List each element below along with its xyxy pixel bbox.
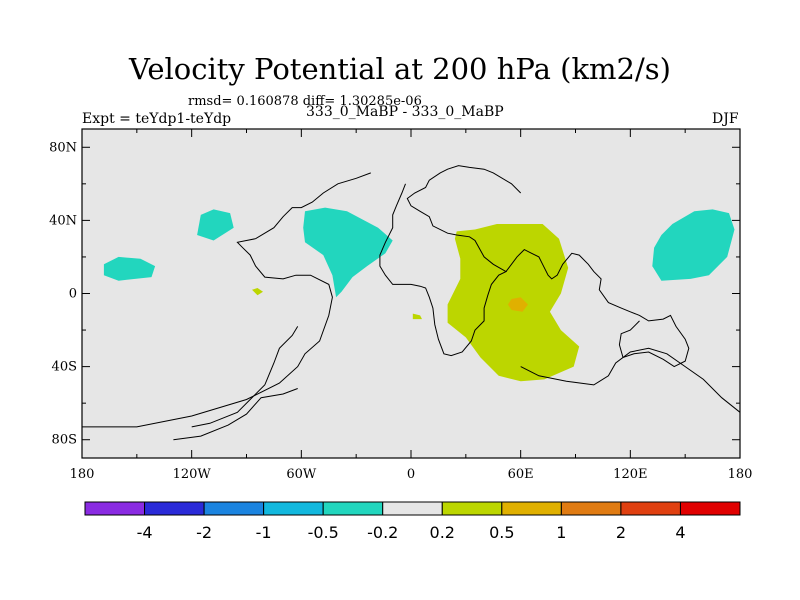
colorbar-label: 2: [616, 523, 626, 542]
colorbar-label: -2: [196, 523, 212, 542]
y-tick-label: 0: [69, 287, 77, 302]
coast-africa-europe: [379, 165, 522, 357]
chart-title: Velocity Potential at 200 hPa (km2/s): [129, 52, 671, 86]
colorbar-swatch: [382, 501, 443, 516]
colorbar-label: 0.2: [430, 523, 455, 542]
x-tick-label: 0: [407, 467, 415, 482]
contour-region-green-south-america: [252, 288, 263, 296]
contour-region-teal-north-pacific: [103, 256, 156, 281]
colorbar-swatch: [263, 501, 324, 516]
y-tick-label: 80N: [49, 140, 77, 155]
colorbar-swatch: [560, 501, 622, 516]
coast-antarctic-east: [520, 347, 741, 413]
colorbar-swatch: [322, 501, 384, 516]
experiment-label: Expt = teYdp1-teYdp: [82, 111, 232, 127]
colorbar-swatch: [620, 501, 681, 516]
contour-region-orange-center: [507, 297, 528, 312]
coast-asia: [505, 248, 690, 368]
colorbar-label: 0.5: [489, 523, 514, 542]
contour-region-teal-atlantic: [303, 207, 393, 298]
colorbar-swatch: [441, 501, 503, 516]
colorbar-label: -0.5: [308, 523, 339, 542]
plot-background: [82, 129, 740, 458]
y-tick-label: 80S: [52, 433, 77, 448]
colorbar-label: -0.2: [367, 523, 398, 542]
coast-south-america-inner: [191, 326, 299, 428]
x-tick-label: 120W: [173, 467, 212, 482]
colorbar-swatch: [84, 501, 146, 516]
cases-label: 333_0_MaBP - 333_0_MaBP: [306, 104, 504, 120]
colorbar-swatch: [679, 501, 741, 516]
contour-region-green-atlantic-eq: [412, 313, 422, 320]
x-tick-label: 180: [70, 467, 95, 482]
colorbar-label: -1: [256, 523, 272, 542]
x-tick-label: 180: [728, 467, 753, 482]
contour-region-teal-west-us: [197, 209, 234, 241]
colorbar-label: 4: [675, 523, 685, 542]
coast-americas: [82, 172, 371, 428]
colorbar-label: -4: [137, 523, 153, 542]
y-tick-label: 40S: [52, 360, 77, 375]
contour-region-teal-west-pacific: [652, 209, 735, 281]
season-label: DJF: [712, 111, 739, 127]
y-tick-label: 40N: [49, 213, 77, 228]
colorbar-swatch: [203, 501, 265, 516]
colorbar-swatch: [501, 501, 562, 516]
x-tick-label: 60W: [286, 467, 317, 482]
x-tick-label: 120E: [613, 467, 647, 482]
stats-label: rmsd= 0.160878 diff= 1.30285e-06: [188, 94, 422, 109]
colorbar-swatch: [144, 501, 205, 516]
coast-south-america-tip: [173, 388, 298, 441]
x-tick-label: 60E: [508, 467, 534, 482]
colorbar-label: 1: [556, 523, 566, 542]
